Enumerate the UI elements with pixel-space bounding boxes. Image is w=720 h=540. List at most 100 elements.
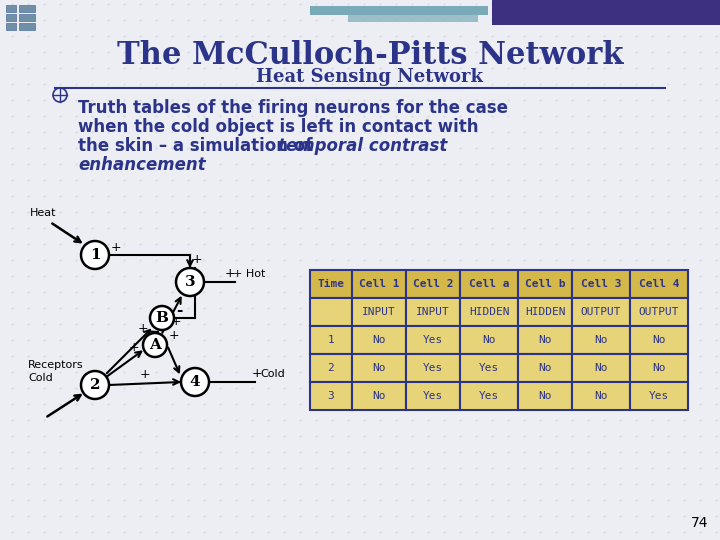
Text: Heat Sensing Network: Heat Sensing Network bbox=[256, 68, 484, 86]
Circle shape bbox=[181, 368, 209, 396]
Text: Receptors: Receptors bbox=[28, 360, 84, 370]
Text: +: + bbox=[171, 315, 181, 328]
Text: A: A bbox=[149, 338, 161, 352]
Text: +: + bbox=[252, 367, 263, 380]
Bar bbox=[518, 270, 572, 298]
Text: Cell b: Cell b bbox=[525, 279, 565, 289]
Text: OUTPUT: OUTPUT bbox=[639, 307, 679, 317]
Bar bbox=[518, 382, 572, 410]
Text: Cell 3: Cell 3 bbox=[581, 279, 621, 289]
Bar bbox=[630, 298, 688, 326]
Bar bbox=[518, 354, 572, 382]
Text: Cell 2: Cell 2 bbox=[413, 279, 454, 289]
Text: +: + bbox=[225, 267, 235, 280]
Text: +: + bbox=[157, 322, 168, 335]
Bar bbox=[572, 354, 630, 382]
Circle shape bbox=[176, 268, 204, 296]
Bar bbox=[572, 326, 630, 354]
Text: The McCulloch-Pitts Network: The McCulloch-Pitts Network bbox=[117, 40, 624, 71]
Bar bbox=[310, 354, 352, 382]
Text: No: No bbox=[372, 391, 386, 401]
Bar bbox=[352, 354, 406, 382]
Text: +: + bbox=[192, 253, 202, 266]
Bar bbox=[310, 6, 488, 15]
Text: Yes: Yes bbox=[423, 391, 443, 401]
Text: +: + bbox=[140, 368, 150, 381]
Text: 74: 74 bbox=[690, 516, 708, 530]
Text: +: + bbox=[111, 241, 122, 254]
Bar bbox=[352, 298, 406, 326]
Text: 2: 2 bbox=[90, 378, 100, 392]
Text: 1: 1 bbox=[90, 248, 100, 262]
Text: OUTPUT: OUTPUT bbox=[581, 307, 621, 317]
Bar bbox=[352, 326, 406, 354]
Bar bbox=[572, 298, 630, 326]
Text: No: No bbox=[482, 335, 496, 345]
Bar bbox=[630, 270, 688, 298]
Text: +: + bbox=[129, 341, 140, 354]
Text: Heat: Heat bbox=[30, 208, 56, 218]
Text: -: - bbox=[176, 303, 182, 318]
Text: INPUT: INPUT bbox=[416, 307, 450, 317]
Text: when the cold object is left in contact with: when the cold object is left in contact … bbox=[78, 118, 479, 136]
Text: No: No bbox=[594, 391, 608, 401]
Bar bbox=[6, 5, 16, 12]
Text: Cell a: Cell a bbox=[469, 279, 509, 289]
Text: Time: Time bbox=[318, 279, 344, 289]
Circle shape bbox=[81, 241, 109, 269]
Bar bbox=[352, 270, 406, 298]
Text: No: No bbox=[372, 363, 386, 373]
Text: 3: 3 bbox=[185, 275, 195, 289]
Text: No: No bbox=[539, 391, 552, 401]
Bar bbox=[460, 382, 518, 410]
Text: INPUT: INPUT bbox=[362, 307, 396, 317]
Bar bbox=[406, 354, 460, 382]
Bar bbox=[518, 298, 572, 326]
Text: No: No bbox=[372, 335, 386, 345]
Bar bbox=[310, 298, 352, 326]
Bar bbox=[460, 354, 518, 382]
Circle shape bbox=[81, 371, 109, 399]
Text: HIDDEN: HIDDEN bbox=[525, 307, 565, 317]
Bar bbox=[406, 326, 460, 354]
Bar bbox=[310, 382, 352, 410]
Text: No: No bbox=[539, 335, 552, 345]
Text: HIDDEN: HIDDEN bbox=[469, 307, 509, 317]
Bar bbox=[19, 14, 35, 21]
Bar bbox=[460, 298, 518, 326]
Text: Yes: Yes bbox=[649, 391, 669, 401]
Circle shape bbox=[143, 333, 167, 357]
Text: Yes: Yes bbox=[479, 363, 499, 373]
Bar bbox=[352, 382, 406, 410]
Bar bbox=[406, 298, 460, 326]
Bar bbox=[572, 270, 630, 298]
Text: Cell 1: Cell 1 bbox=[359, 279, 400, 289]
Bar bbox=[492, 0, 720, 25]
Text: the skin – a simulation of: the skin – a simulation of bbox=[78, 137, 318, 155]
Bar bbox=[19, 23, 35, 30]
Bar bbox=[6, 23, 16, 30]
Text: Cold: Cold bbox=[28, 373, 53, 383]
Bar bbox=[6, 14, 16, 21]
Text: 4: 4 bbox=[189, 375, 200, 389]
Text: 3: 3 bbox=[328, 391, 334, 401]
Bar bbox=[19, 5, 35, 12]
Bar bbox=[406, 382, 460, 410]
Text: +: + bbox=[169, 329, 179, 342]
Bar bbox=[460, 326, 518, 354]
Bar bbox=[310, 270, 352, 298]
Text: enhancement: enhancement bbox=[78, 156, 206, 174]
Text: Cold: Cold bbox=[260, 369, 284, 379]
Text: No: No bbox=[652, 335, 666, 345]
Text: Yes: Yes bbox=[423, 335, 443, 345]
Text: Yes: Yes bbox=[479, 391, 499, 401]
Bar bbox=[406, 270, 460, 298]
Bar bbox=[310, 326, 352, 354]
Text: +: + bbox=[138, 322, 148, 335]
Bar bbox=[630, 326, 688, 354]
Text: No: No bbox=[594, 335, 608, 345]
Text: No: No bbox=[652, 363, 666, 373]
Text: No: No bbox=[539, 363, 552, 373]
Text: B: B bbox=[156, 311, 168, 325]
Bar bbox=[630, 354, 688, 382]
